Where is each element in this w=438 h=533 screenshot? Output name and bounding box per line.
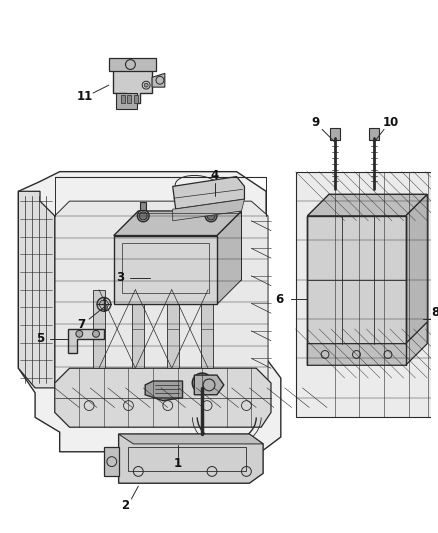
Circle shape: [76, 330, 83, 337]
Polygon shape: [67, 329, 104, 353]
Polygon shape: [329, 194, 427, 322]
Polygon shape: [152, 74, 165, 87]
Circle shape: [92, 330, 99, 337]
Polygon shape: [138, 211, 241, 280]
Bar: [134, 95, 138, 103]
Bar: [122, 244, 209, 293]
Text: 8: 8: [431, 306, 438, 319]
Circle shape: [144, 83, 148, 87]
Polygon shape: [114, 236, 217, 304]
Text: 10: 10: [383, 116, 399, 129]
Bar: [109, 58, 156, 71]
Circle shape: [138, 210, 149, 222]
Text: 6: 6: [276, 293, 284, 306]
Text: 11: 11: [77, 91, 93, 103]
Bar: [208, 202, 214, 210]
Polygon shape: [55, 201, 268, 402]
Polygon shape: [119, 434, 263, 444]
Text: 9: 9: [311, 116, 319, 129]
Polygon shape: [104, 447, 119, 477]
Text: 7: 7: [77, 319, 85, 332]
Bar: [132, 289, 144, 368]
Polygon shape: [55, 368, 271, 427]
Bar: [167, 289, 179, 368]
Circle shape: [192, 373, 212, 393]
Circle shape: [197, 378, 207, 388]
Polygon shape: [119, 434, 263, 483]
Circle shape: [205, 210, 217, 222]
Text: 1: 1: [173, 457, 182, 470]
Polygon shape: [406, 194, 427, 344]
Polygon shape: [114, 211, 241, 236]
Polygon shape: [307, 322, 427, 365]
Polygon shape: [173, 176, 244, 209]
Polygon shape: [18, 191, 55, 388]
Polygon shape: [113, 70, 152, 103]
Bar: [116, 93, 138, 109]
Bar: [128, 447, 247, 471]
Circle shape: [207, 212, 215, 220]
Text: 2: 2: [121, 499, 130, 512]
Bar: [369, 128, 379, 140]
Bar: [201, 289, 213, 368]
Polygon shape: [18, 172, 281, 452]
Bar: [330, 128, 340, 140]
Polygon shape: [173, 199, 244, 221]
Polygon shape: [194, 375, 224, 395]
Text: 4: 4: [211, 169, 219, 182]
Polygon shape: [307, 216, 406, 344]
Polygon shape: [296, 172, 433, 417]
Polygon shape: [145, 381, 183, 401]
Text: 3: 3: [117, 271, 125, 284]
Polygon shape: [217, 211, 241, 304]
Bar: [127, 95, 131, 103]
Polygon shape: [307, 194, 427, 216]
Bar: [93, 289, 105, 368]
Bar: [120, 95, 124, 103]
Bar: [140, 202, 146, 210]
Circle shape: [139, 212, 147, 220]
Text: 5: 5: [36, 332, 44, 345]
